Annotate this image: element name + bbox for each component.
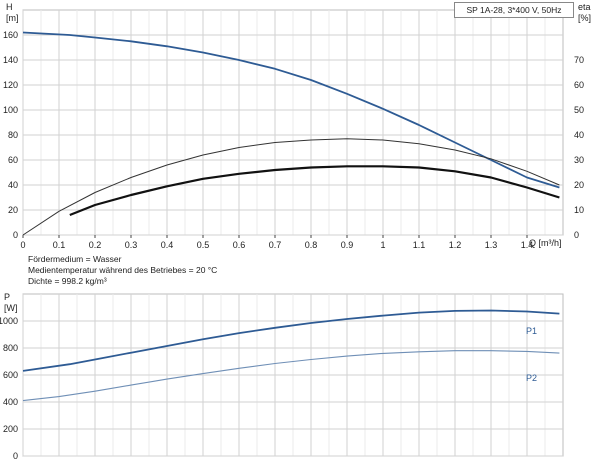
eta-tick-label: 30 — [574, 155, 584, 165]
eta-tick-label: 50 — [574, 105, 584, 115]
h-tick-label: 60 — [8, 155, 18, 165]
power-curve-p1 — [22, 309, 560, 372]
eta-tick-label: 10 — [574, 205, 584, 215]
h-tick-label: 20 — [8, 205, 18, 215]
legend-p1-label: P1 — [526, 326, 537, 336]
h-axis-unit: [m] — [6, 13, 19, 23]
p-axis-unit: [W] — [4, 303, 18, 313]
p-tick-label: 200 — [3, 424, 18, 434]
p-tick-label: 600 — [3, 370, 18, 380]
x-tick-label: 1.4 — [521, 240, 534, 250]
note-medium: Fördermedium = Wasser — [28, 254, 122, 264]
p-tick-label: 400 — [3, 397, 18, 407]
x-tick-label: 1 — [380, 240, 385, 250]
p-tick-label: 1000 — [0, 316, 18, 326]
x-tick-label: 0 — [20, 240, 25, 250]
top-chart-lines — [22, 31, 560, 236]
eta-pump-curve — [69, 165, 560, 217]
h-tick-label: 0 — [13, 230, 18, 240]
h-tick-label: 120 — [3, 80, 18, 90]
x-tick-label: 1.1 — [413, 240, 426, 250]
bottom-chart-ticks: 0 200 400 600 800 1000 — [0, 316, 18, 461]
eta-tick-label: 20 — [574, 180, 584, 190]
bottom-chart-lines — [22, 309, 560, 402]
p-tick-label: 0 — [13, 451, 18, 461]
x-tick-label: 1.3 — [485, 240, 498, 250]
x-tick-label: 0.6 — [233, 240, 246, 250]
head-curve — [22, 31, 560, 189]
eta-axis-label: eta — [578, 2, 591, 12]
x-tick-label: 0.7 — [269, 240, 282, 250]
x-tick-label: 0.4 — [161, 240, 174, 250]
x-tick-label: 0.8 — [305, 240, 318, 250]
power-curve-p2 — [22, 350, 560, 402]
h-tick-label: 140 — [3, 55, 18, 65]
legend-p2-label: P2 — [526, 373, 537, 383]
eta-tick-label: 70 — [574, 55, 584, 65]
p-axis-label: P — [4, 292, 10, 302]
top-chart-ticks: 0 0.1 0.2 0.3 0.4 0.5 0.6 0.7 0.8 0.9 1 1.1 1.2 1.3 1.… — [3, 30, 584, 250]
x-tick-label: 0.2 — [89, 240, 102, 250]
eta-total-curve — [22, 138, 560, 236]
x-tick-label: 0.1 — [53, 240, 66, 250]
note-density: Dichte = 998.2 kg/m³ — [28, 276, 107, 286]
h-axis-label: H — [6, 2, 13, 12]
pump-title-box: SP 1A-28, 3*400 V, 50Hz — [454, 2, 574, 18]
q-axis-label: Q [m³/h] — [529, 238, 562, 248]
eta-tick-label: 0 — [574, 230, 579, 240]
x-tick-label: 0.3 — [125, 240, 138, 250]
p-tick-label: 800 — [3, 343, 18, 353]
x-tick-label: 0.9 — [341, 240, 354, 250]
h-tick-label: 80 — [8, 130, 18, 140]
eta-tick-label: 60 — [574, 80, 584, 90]
x-tick-label: 1.2 — [449, 240, 462, 250]
note-temperature: Medientemperatur während des Betriebes =… — [28, 265, 218, 275]
eta-tick-label: 40 — [574, 130, 584, 140]
bottom-chart-grid — [22, 293, 564, 457]
h-tick-label: 160 — [3, 30, 18, 40]
eta-axis-unit: [%] — [578, 13, 591, 23]
top-chart-grid — [22, 9, 564, 236]
h-tick-label: 40 — [8, 180, 18, 190]
x-tick-label: 0.5 — [197, 240, 210, 250]
h-tick-label: 100 — [3, 105, 18, 115]
